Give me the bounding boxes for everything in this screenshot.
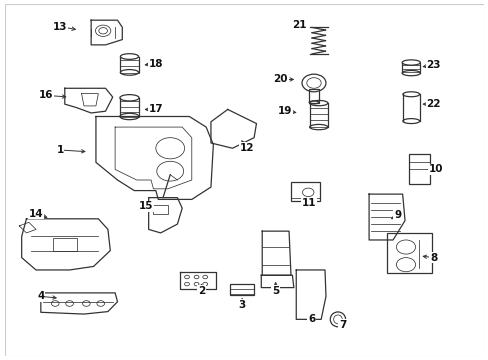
Text: 10: 10 <box>428 165 443 174</box>
Text: 14: 14 <box>29 208 43 219</box>
Text: 21: 21 <box>292 20 306 30</box>
Bar <box>408 153 429 184</box>
Text: 8: 8 <box>429 253 437 262</box>
Text: 16: 16 <box>38 90 53 100</box>
Text: 3: 3 <box>238 300 245 310</box>
Text: 23: 23 <box>426 60 440 70</box>
Text: 1: 1 <box>56 145 63 155</box>
Bar <box>308 89 318 103</box>
Text: 20: 20 <box>273 75 287 85</box>
Text: 17: 17 <box>148 104 163 114</box>
Bar <box>53 238 77 251</box>
Text: 9: 9 <box>393 210 401 220</box>
Text: 4: 4 <box>37 292 44 301</box>
Bar <box>291 182 320 201</box>
Text: 22: 22 <box>426 99 440 109</box>
Text: 2: 2 <box>197 286 204 296</box>
Text: 19: 19 <box>278 106 292 116</box>
Text: 11: 11 <box>301 198 316 208</box>
Text: 6: 6 <box>307 314 315 324</box>
Text: 7: 7 <box>338 320 346 330</box>
Bar <box>386 233 431 274</box>
Text: 5: 5 <box>271 286 279 296</box>
Bar <box>153 205 167 213</box>
Text: 12: 12 <box>239 143 254 153</box>
Text: 15: 15 <box>139 202 153 211</box>
Text: 13: 13 <box>53 22 67 32</box>
Bar <box>230 284 254 294</box>
Text: 18: 18 <box>148 59 163 68</box>
